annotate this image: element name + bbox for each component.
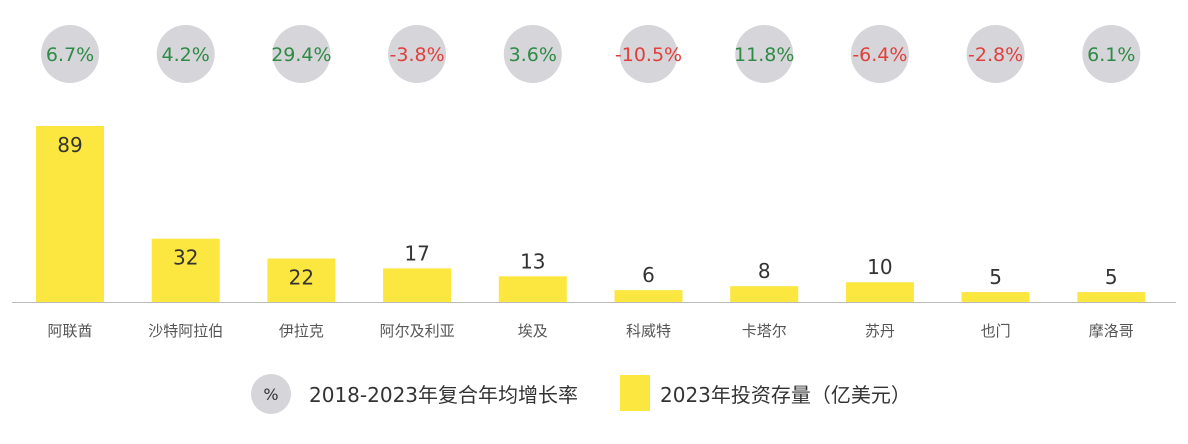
growth-rate-label: 3.6% [509,44,557,66]
bar-value-label: 6 [642,263,655,287]
bar-value-label: 17 [404,241,429,265]
bar-value-label: 8 [758,259,771,283]
growth-circle [41,25,99,83]
category-labels: 阿联酋 沙特阿拉伯 伊拉克 阿尔及利亚 埃及 科威特 卡塔尔 苏丹 也门 摩洛哥 [47,322,1133,340]
bar-value-label: 13 [520,249,545,273]
bar [961,292,1030,302]
growth-rate-label: 4.2% [162,44,210,66]
growth-circle [1082,25,1141,83]
category-label: 埃及 [518,322,548,340]
bar-value-label: 10 [867,255,892,279]
growth-rate-label: -6.4% [852,44,907,66]
bar [267,258,336,302]
bar [383,268,452,302]
growth-circle [966,25,1025,83]
category-label: 苏丹 [865,322,895,340]
legend: % 2018-2023年复合年均增长率 2023年投资存量（亿美元） [251,374,911,414]
growth-circle [388,25,447,83]
category-label: 沙特阿拉伯 [148,322,223,340]
category-label: 卡塔尔 [742,322,787,340]
bar [1077,292,1146,302]
legend-bar-label: 2023年投资存量（亿美元） [660,383,911,407]
category-label: 阿尔及利亚 [380,322,455,340]
growth-circle [503,25,562,83]
growth-circle [156,25,215,83]
growth-circles: 6.7% 4.2% 29.4% -3.8% 3.6% -10.5% 11.8% -6.4% -2… [41,25,1141,83]
growth-rate-label: -3.8% [390,44,445,66]
bar-value-label: 32 [173,246,198,270]
growth-circle [735,25,794,83]
growth-rate-label: 11.8% [734,44,794,66]
growth-rate-label: -10.5% [615,44,682,66]
category-label: 也门 [981,322,1011,340]
legend-bar-swatch [620,375,650,411]
bar [36,126,104,302]
bar [730,286,799,302]
legend-growth-label: 2018-2023年复合年均增长率 [309,383,578,407]
bar-value-label: 5 [1105,265,1118,289]
category-label: 阿联酋 [47,322,92,340]
bar-value-label: 22 [289,265,314,289]
bar-value-label: 5 [989,265,1002,289]
growth-circle [272,25,331,83]
bar [845,282,914,302]
growth-rate-label: 6.7% [46,44,94,66]
bar [614,290,683,302]
bar [498,276,567,302]
bar-value-label: 89 [57,133,82,157]
bars-group: 89 32 22 17 13 6 8 10 5 5 [36,126,1146,302]
growth-circle [619,25,678,83]
category-label: 科威特 [626,322,671,340]
growth-rate-label: 29.4% [271,44,331,66]
legend-growth-circle [251,374,291,414]
category-label: 摩洛哥 [1089,322,1134,340]
bar [151,238,220,302]
legend-percent-symbol: % [263,385,278,404]
growth-rate-label: -2.8% [968,44,1023,66]
category-label: 伊拉克 [279,322,324,340]
growth-circle [850,25,909,83]
growth-rate-label: 6.1% [1087,44,1135,66]
